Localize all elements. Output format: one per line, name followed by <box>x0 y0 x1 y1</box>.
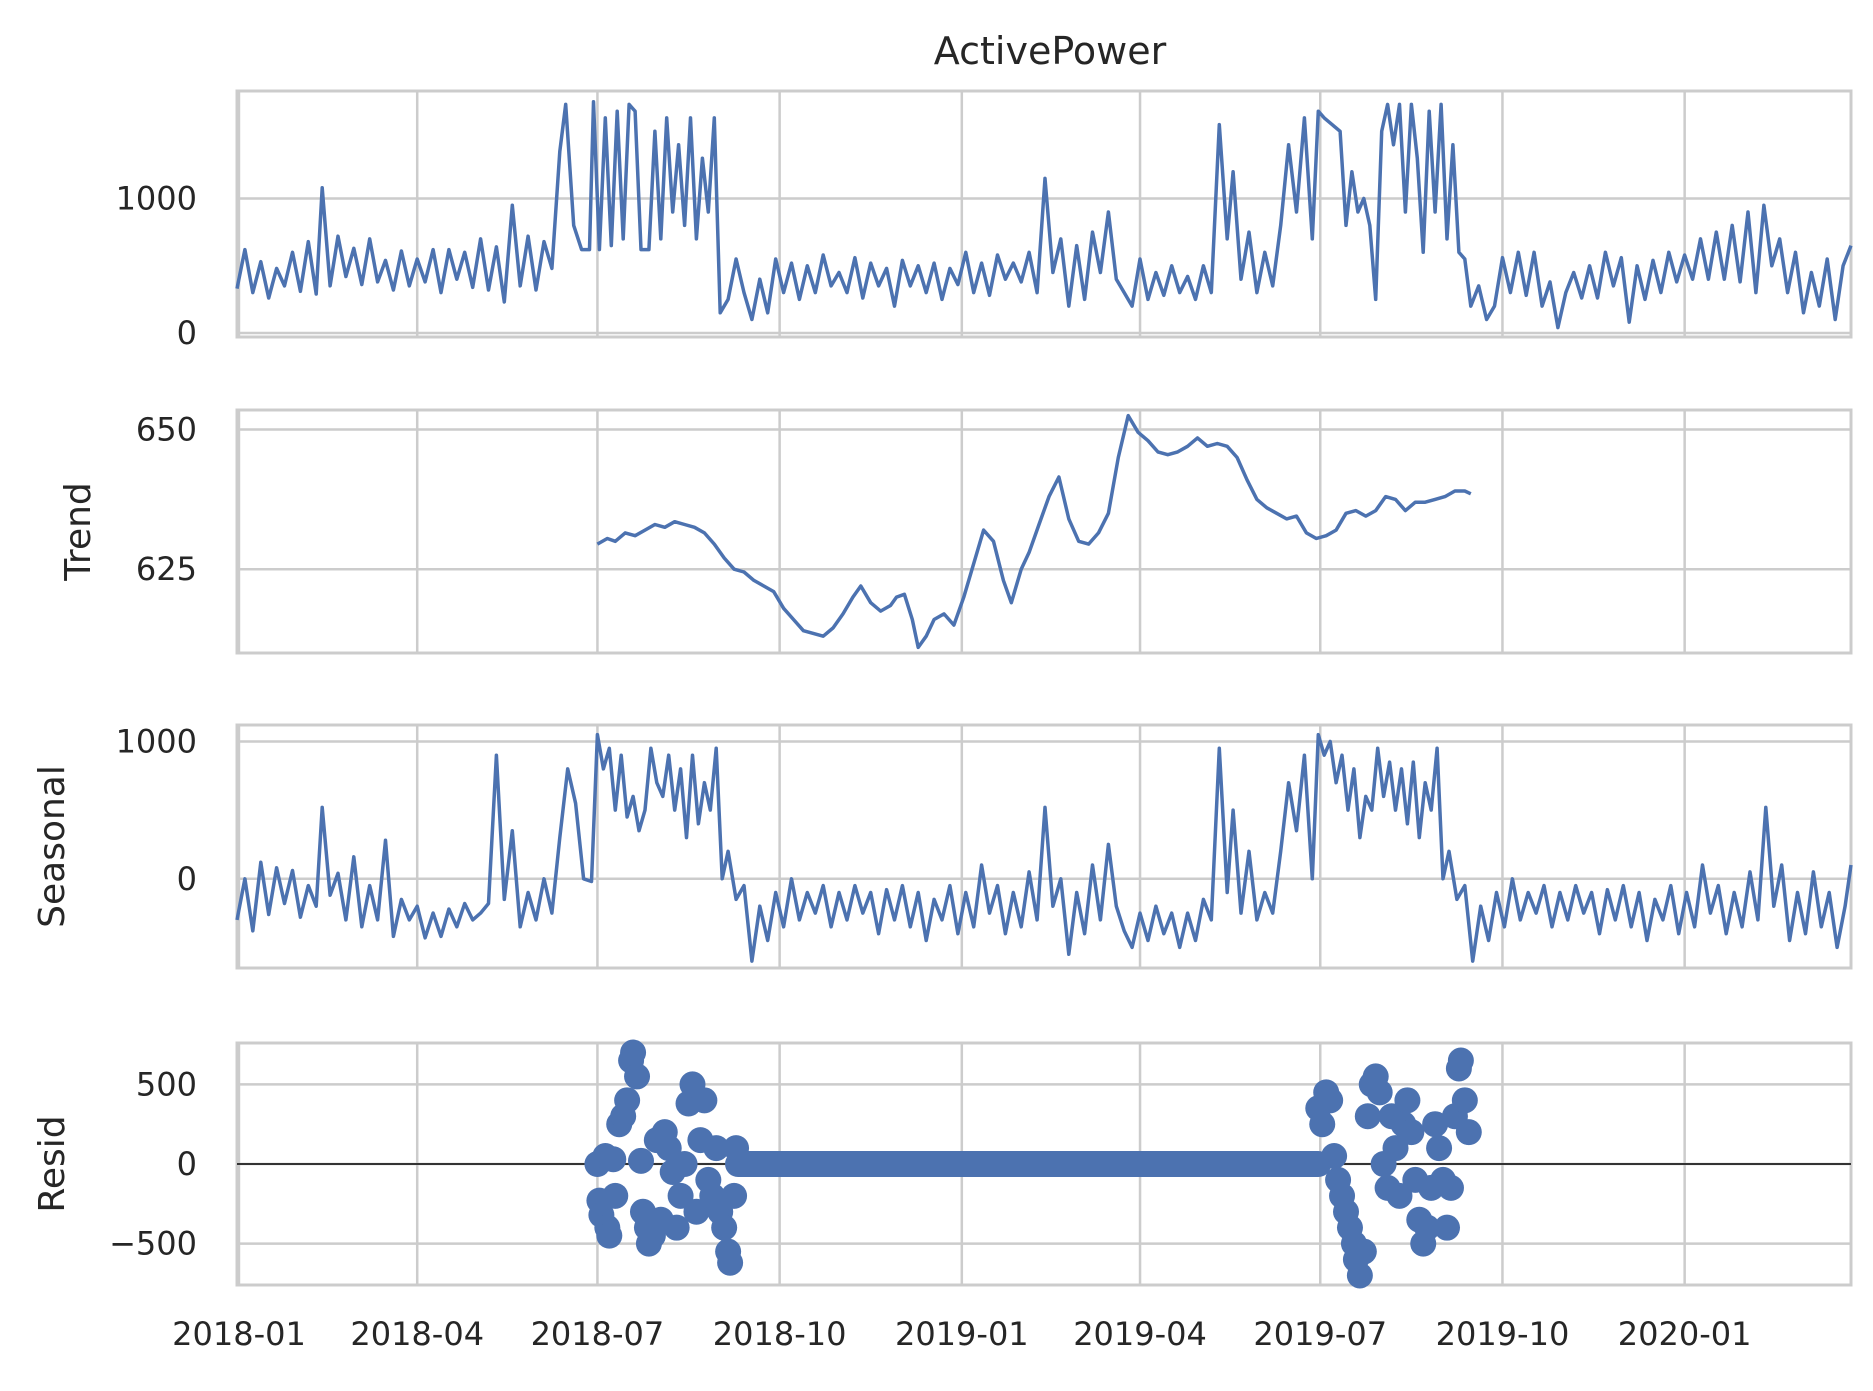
resid-point <box>711 1214 738 1241</box>
figure-title: ActivePower <box>934 29 1167 73</box>
resid-point <box>1382 1135 1409 1162</box>
observed-line <box>235 100 1853 330</box>
x-tick-label: 2018-04 <box>350 1315 484 1353</box>
resid-point <box>1455 1119 1482 1146</box>
resid-point <box>1422 1111 1449 1138</box>
resid-point <box>717 1249 744 1276</box>
y-tick-label: 0 <box>177 314 197 352</box>
resid-point <box>683 1198 710 1225</box>
resid-point <box>1317 1087 1344 1114</box>
resid-point <box>614 1087 641 1114</box>
x-tick-label: 2018-01 <box>172 1315 306 1353</box>
resid-point <box>1437 1174 1464 1201</box>
resid-point <box>723 1135 750 1162</box>
resid-point <box>655 1135 682 1162</box>
x-tick-label: 2020-01 <box>1618 1315 1752 1353</box>
y-tick-label: 625 <box>136 550 197 588</box>
resid-point <box>627 1147 654 1174</box>
resid-point <box>703 1135 730 1162</box>
trend-line <box>596 413 1472 650</box>
y-tick-label: 1000 <box>116 722 197 760</box>
resid-point <box>624 1063 651 1090</box>
x-tick-label: 2019-10 <box>1436 1315 1570 1353</box>
resid-point <box>663 1214 690 1241</box>
resid-point <box>596 1222 623 1249</box>
axes-frame <box>235 408 1853 655</box>
y-tick-label: 0 <box>177 1145 197 1183</box>
resid-point <box>691 1087 718 1114</box>
y-tick-label: −500 <box>109 1225 197 1263</box>
resid-point <box>1350 1238 1377 1265</box>
resid-point <box>602 1182 629 1209</box>
y-tick-label: 500 <box>136 1065 197 1103</box>
resid-point <box>671 1151 698 1177</box>
resid-point <box>667 1182 694 1209</box>
resid-point <box>1366 1079 1393 1106</box>
x-tick-label: 2018-07 <box>531 1315 665 1353</box>
x-tick-label: 2018-10 <box>713 1315 847 1353</box>
panel-seasonal: 0 1000 Seasonal <box>32 722 1853 970</box>
y-tick-label: 650 <box>136 411 197 449</box>
y-axis-label: Resid <box>32 1115 73 1212</box>
resid-point <box>1451 1087 1478 1114</box>
seasonal-line <box>235 732 1853 963</box>
resid-point <box>1398 1119 1425 1146</box>
y-axis-label: Seasonal <box>32 765 73 928</box>
axes-frame <box>235 723 1853 970</box>
y-tick-label: 0 <box>177 860 197 898</box>
x-tick-label: 2019-04 <box>1073 1315 1207 1353</box>
y-axis-label: Trend <box>58 482 99 582</box>
x-axis-tick-labels: 2018-01 2018-04 2018-07 2018-10 2019-01 2019-… <box>172 1315 1751 1353</box>
axes-frame <box>235 89 1853 339</box>
resid-point <box>1346 1262 1373 1289</box>
resid-point <box>1309 1111 1336 1138</box>
x-tick-label: 2019-07 <box>1253 1315 1387 1353</box>
resid-point <box>1426 1135 1453 1162</box>
panel-trend: 625 650 Trend <box>58 408 1853 655</box>
resid-point <box>1447 1047 1474 1074</box>
resid-point <box>1434 1214 1461 1241</box>
resid-point <box>1321 1143 1348 1170</box>
panel-observed: 0 1000 <box>116 89 1853 352</box>
resid-point <box>721 1182 748 1209</box>
y-tick-label: 1000 <box>116 180 197 218</box>
resid-point <box>620 1039 647 1066</box>
panel-resid: 500 0 −500 Resid <box>32 1039 1853 1289</box>
resid-point <box>1354 1103 1381 1130</box>
resid-point <box>1414 1214 1441 1241</box>
resid-point <box>1386 1182 1413 1209</box>
x-tick-label: 2019-01 <box>895 1315 1029 1353</box>
resid-point <box>600 1146 627 1173</box>
resid-point <box>1394 1087 1421 1114</box>
